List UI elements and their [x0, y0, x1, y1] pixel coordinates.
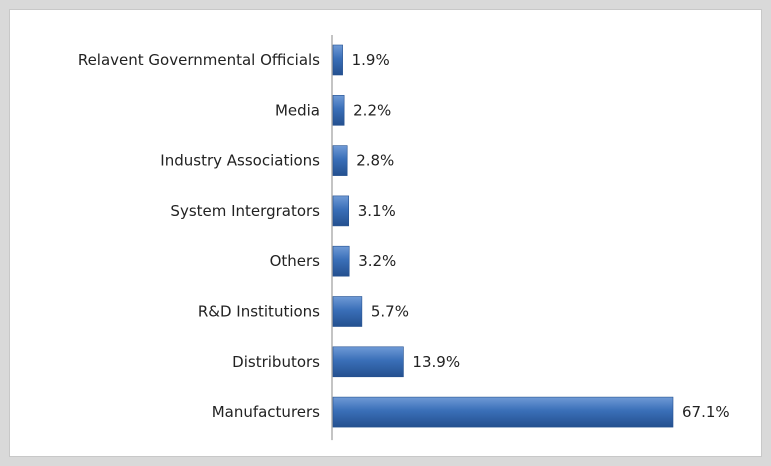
value-label-3: 3.1%	[358, 202, 396, 220]
bar-3	[332, 195, 350, 227]
bar-6	[332, 346, 404, 378]
bar-chart: Relavent Governmental Officials Media Indu…	[78, 35, 730, 441]
value-label-4: 3.2%	[358, 252, 396, 270]
category-label-2: Industry Associations	[160, 152, 320, 170]
value-label-2: 2.8%	[356, 152, 394, 170]
category-label-4: Others	[270, 252, 321, 270]
value-label-6: 13.9%	[412, 353, 460, 371]
category-label-3: System Intergrators	[170, 202, 320, 220]
category-label-6: Distributors	[232, 353, 320, 371]
value-label-1: 2.2%	[353, 101, 391, 119]
category-label-1: Media	[275, 101, 320, 119]
bar-4	[332, 245, 350, 277]
category-label-5: R&D Institutions	[198, 303, 320, 321]
category-label-7: Manufacturers	[212, 403, 320, 421]
bar-2	[332, 145, 348, 176]
chart-panel: Relavent Governmental Officials Media Indu…	[9, 9, 762, 457]
bar-5	[332, 296, 363, 327]
bar-1	[332, 95, 345, 126]
value-label-0: 1.9%	[352, 51, 390, 69]
value-label-5: 5.7%	[371, 303, 409, 321]
bar-0	[332, 44, 343, 76]
category-label-0: Relavent Governmental Officials	[78, 51, 320, 69]
value-label-7: 67.1%	[682, 403, 730, 421]
bar-7	[332, 396, 674, 428]
